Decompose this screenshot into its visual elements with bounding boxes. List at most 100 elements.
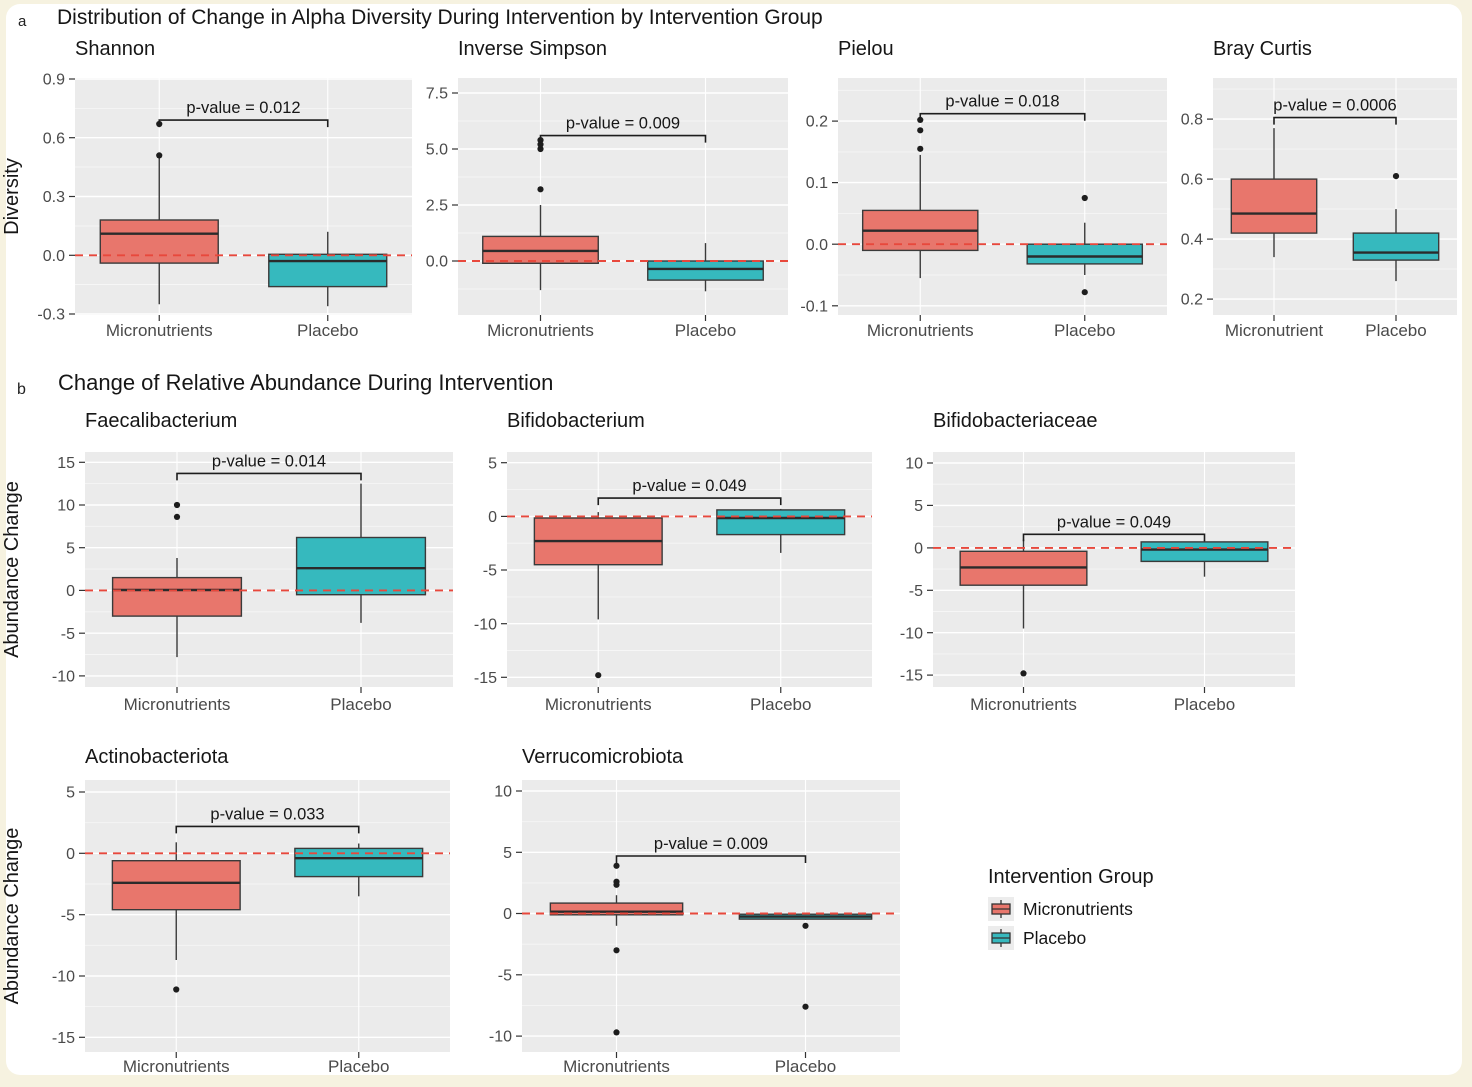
svg-text:10: 10	[57, 498, 75, 515]
boxplot-svg: p-value = 0.033 5 0 -5 -10 -15 Micronutrients P…	[1, 780, 450, 1076]
svg-text:-5: -5	[909, 583, 923, 600]
svg-text:p-value = 0.049: p-value = 0.049	[1057, 513, 1171, 531]
svg-text:Micronutrient: Micronutrient	[1225, 321, 1324, 340]
svg-text:-15: -15	[900, 668, 923, 685]
svg-text:p-value = 0.009: p-value = 0.009	[654, 835, 768, 853]
svg-text:0: 0	[488, 509, 497, 526]
svg-text:Micronutrients: Micronutrients	[487, 321, 594, 340]
section-a-title: Distribution of Change in Alpha Diversit…	[57, 6, 823, 29]
svg-text:-10: -10	[52, 969, 75, 986]
panel-bifidobacterium: Bifidobacterium p-value = 0.049 5 0 -5 -10 -1…	[455, 408, 875, 724]
svg-text:5: 5	[914, 498, 923, 515]
svg-text:-10: -10	[52, 669, 75, 686]
svg-text:-15: -15	[474, 670, 497, 687]
panel-title: Bifidobacterium	[507, 410, 645, 432]
svg-text:-5: -5	[61, 626, 75, 643]
svg-text:7.5: 7.5	[426, 86, 448, 103]
svg-text:0.6: 0.6	[1181, 172, 1203, 189]
panel-verrucomicrobiota: Verrucomicrobiota p-value = 0.009 10 5 0 -5 -…	[455, 744, 903, 1087]
svg-text:2.5: 2.5	[426, 198, 448, 215]
svg-text:0.0: 0.0	[426, 254, 448, 271]
svg-text:0: 0	[914, 541, 923, 558]
svg-text:Abundance Change: Abundance Change	[1, 481, 23, 658]
svg-text:5: 5	[488, 455, 497, 472]
svg-text:p-value = 0.009: p-value = 0.009	[566, 115, 680, 133]
svg-text:p-value = 0.033: p-value = 0.033	[210, 805, 324, 823]
svg-text:Micronutrients: Micronutrients	[123, 1057, 230, 1076]
svg-text:0.8: 0.8	[1181, 112, 1203, 129]
svg-text:Diversity: Diversity	[1, 158, 23, 235]
svg-text:0.1: 0.1	[806, 175, 828, 192]
panel-title: Bifidobacteriaceae	[933, 410, 1098, 432]
svg-text:0.0: 0.0	[43, 248, 65, 265]
svg-text:Placebo: Placebo	[1054, 321, 1115, 340]
panel-title: Faecalibacterium	[85, 410, 238, 432]
svg-text:0.9: 0.9	[43, 72, 65, 89]
svg-text:Abundance Change: Abundance Change	[1, 828, 23, 1005]
legend-item-micronutrients: Micronutrients	[988, 897, 1154, 921]
panel-title: Bray Curtis	[1213, 38, 1312, 60]
svg-text:Placebo: Placebo	[328, 1057, 389, 1076]
svg-text:0.2: 0.2	[1181, 292, 1203, 309]
svg-text:0.2: 0.2	[806, 114, 828, 131]
boxplot-svg: p-value = 0.0006 0.8 0.6 0.4 0.2 Micronutrien…	[1181, 78, 1457, 340]
svg-text:5: 5	[66, 540, 75, 557]
panel-faecalibacterium: Faecalibacterium p-value = 0.014 15 10 5 0 -5…	[0, 408, 456, 724]
svg-text:0.4: 0.4	[1181, 232, 1203, 249]
svg-text:0.3: 0.3	[43, 189, 65, 206]
svg-text:-5: -5	[498, 967, 512, 984]
panel-inverse-simpson: Inverse Simpson p-value = 0.009 7.5 5.0 2.5…	[414, 36, 792, 352]
panel-title: Shannon	[75, 38, 156, 60]
panel-bray-curtis: Bray Curtis p-value = 0.0006 0.8 0.6 0.4 0.2…	[1169, 36, 1461, 352]
svg-text:Placebo: Placebo	[297, 321, 358, 340]
svg-text:-10: -10	[474, 616, 497, 633]
boxplot-svg: p-value = 0.012 0.9 0.6 0.3 0.0 -0.3 Micronutr…	[1, 72, 412, 340]
svg-text:10: 10	[494, 784, 512, 801]
svg-text:p-value = 0.012: p-value = 0.012	[186, 99, 300, 117]
svg-text:p-value = 0.049: p-value = 0.049	[632, 477, 746, 495]
svg-text:5: 5	[66, 785, 75, 802]
svg-text:Placebo: Placebo	[675, 321, 736, 340]
svg-text:-5: -5	[483, 563, 497, 580]
svg-text:5: 5	[503, 845, 512, 862]
svg-text:-5: -5	[61, 907, 75, 924]
legend-title: Intervention Group	[988, 866, 1154, 888]
panel-bifidobacteriaceae: Bifidobacteriaceae p-value = 0.049 10 5 0 -5…	[880, 408, 1298, 724]
boxplot-svg: p-value = 0.018 0.2 0.1 0.0 -0.1 Micronutrien…	[800, 78, 1167, 340]
svg-text:Placebo: Placebo	[775, 1057, 836, 1076]
svg-text:Micronutrients: Micronutrients	[124, 695, 231, 714]
svg-text:p-value = 0.018: p-value = 0.018	[945, 93, 1059, 111]
boxplot-svg: p-value = 0.049 5 0 -5 -10 -15 Micronutrients P…	[474, 452, 872, 714]
svg-text:Placebo: Placebo	[1365, 321, 1426, 340]
panel-shannon: Shannon p-value = 0.012 0.9 0.6 0.3 0.0 -0.3 M…	[0, 36, 414, 352]
panel-title: Verrucomicrobiota	[522, 746, 684, 768]
legend-item-label: Placebo	[1023, 927, 1087, 948]
section-b-label: b	[17, 381, 26, 398]
svg-text:Micronutrients: Micronutrients	[970, 695, 1077, 714]
svg-text:-0.3: -0.3	[37, 307, 65, 324]
svg-text:Placebo: Placebo	[750, 695, 811, 714]
micronutrients-boxplot-key-icon	[988, 897, 1014, 921]
svg-text:Micronutrients: Micronutrients	[545, 695, 652, 714]
svg-text:Placebo: Placebo	[330, 695, 391, 714]
placebo-boxplot-key-icon	[988, 926, 1014, 950]
panel-title: Pielou	[838, 38, 894, 60]
svg-text:0: 0	[66, 846, 75, 863]
svg-text:p-value = 0.0006: p-value = 0.0006	[1273, 97, 1396, 115]
panel-title: Actinobacteriota	[85, 746, 229, 768]
section-b-title: Change of Relative Abundance During Inte…	[58, 370, 554, 395]
panel-pielou: Pielou p-value = 0.018 0.2 0.1 0.0 -0.1 Micro…	[792, 36, 1170, 352]
svg-text:5.0: 5.0	[426, 142, 448, 159]
section-a-label: a	[18, 13, 27, 30]
legend-item-label: Micronutrients	[1023, 898, 1133, 919]
panel-title: Inverse Simpson	[458, 38, 607, 60]
svg-text:p-value = 0.014: p-value = 0.014	[212, 452, 326, 470]
panel-actinobacteriota: Actinobacteriota p-value = 0.033 5 0 -5 -10 -…	[0, 744, 456, 1087]
svg-text:-10: -10	[900, 625, 923, 642]
svg-text:Micronutrients: Micronutrients	[563, 1057, 670, 1076]
boxplot-svg: p-value = 0.049 10 5 0 -5 -10 -15 Micronutrient…	[900, 452, 1295, 714]
svg-text:Placebo: Placebo	[1174, 695, 1235, 714]
legend: Intervention Group Micronutrients Placeb…	[988, 866, 1154, 955]
svg-text:15: 15	[57, 455, 75, 472]
boxplot-svg: p-value = 0.009 7.5 5.0 2.5 0.0 Micronutrient…	[426, 78, 788, 340]
